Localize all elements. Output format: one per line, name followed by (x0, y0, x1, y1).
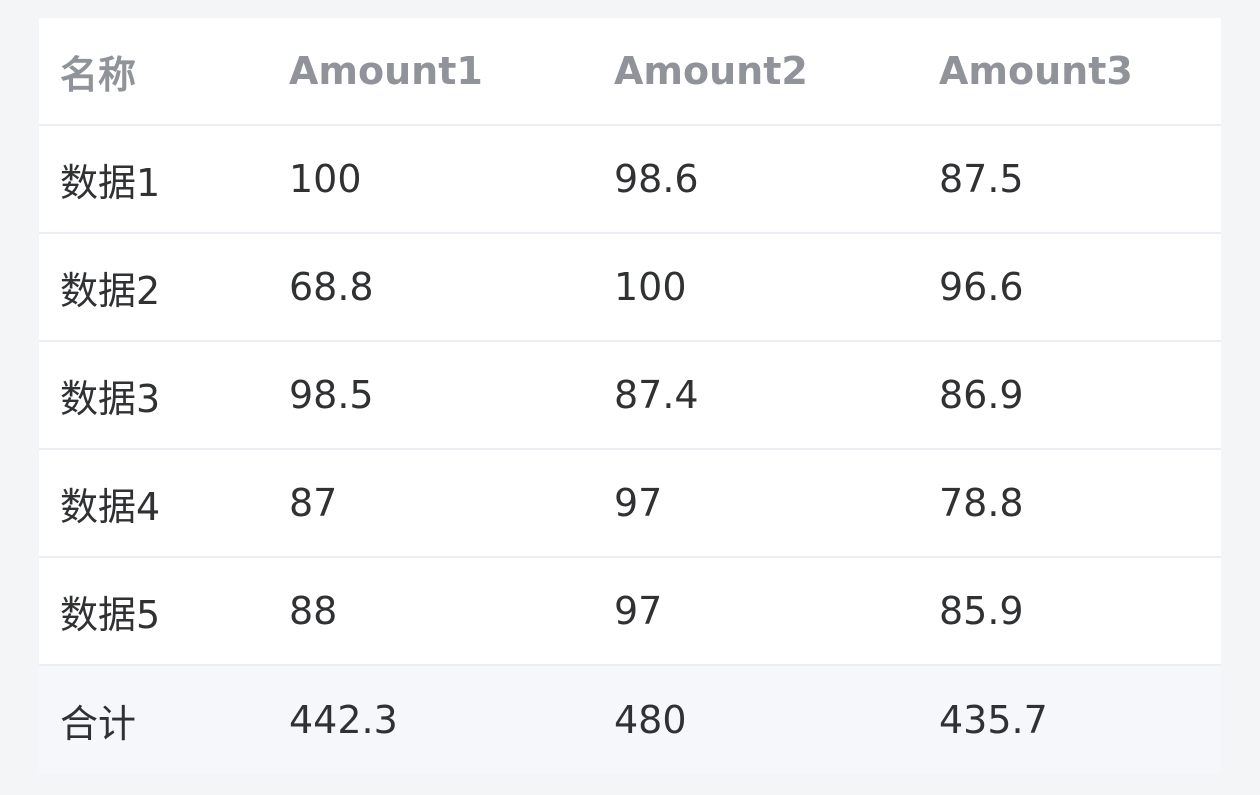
table-cell: 96.6 (918, 233, 1221, 342)
table-body: 数据1 100 98.6 87.5 数据2 68.8 100 96.6 数据3 … (39, 125, 1221, 666)
table-summary: 合计 442.3 480 435.7 (39, 665, 1221, 774)
table-cell: 98.6 (593, 125, 918, 234)
header-row: 名称 Amount1 Amount2 Amount3 (39, 18, 1221, 126)
header-cell-name[interactable]: 名称 (39, 18, 268, 126)
summary-cell-amount3: 435.7 (918, 665, 1221, 774)
table-row[interactable]: 数据5 88 97 85.9 (39, 557, 1221, 666)
table-row[interactable]: 数据3 98.5 87.4 86.9 (39, 341, 1221, 450)
table-cell: 97 (593, 557, 918, 666)
data-table: 名称 Amount1 Amount2 Amount3 数据1 100 98.6 … (39, 18, 1221, 774)
table-cell: 数据1 (39, 125, 268, 234)
table-cell: 85.9 (918, 557, 1221, 666)
summary-cell-amount1: 442.3 (268, 665, 593, 774)
table-cell: 数据5 (39, 557, 268, 666)
table-cell: 87.5 (918, 125, 1221, 234)
summary-row: 合计 442.3 480 435.7 (39, 665, 1221, 774)
table-cell: 数据2 (39, 233, 268, 342)
table-cell: 88 (268, 557, 593, 666)
summary-label: 合计 (39, 665, 268, 774)
table-header: 名称 Amount1 Amount2 Amount3 (39, 18, 1221, 126)
summary-cell-amount2: 480 (593, 665, 918, 774)
table-row[interactable]: 数据2 68.8 100 96.6 (39, 233, 1221, 342)
table-cell: 100 (593, 233, 918, 342)
table-cell: 数据4 (39, 449, 268, 558)
table-cell: 78.8 (918, 449, 1221, 558)
table-cell: 98.5 (268, 341, 593, 450)
table-cell: 97 (593, 449, 918, 558)
table-row[interactable]: 数据4 87 97 78.8 (39, 449, 1221, 558)
data-table-card: 名称 Amount1 Amount2 Amount3 数据1 100 98.6 … (39, 18, 1221, 774)
table-cell: 86.9 (918, 341, 1221, 450)
table-cell: 87 (268, 449, 593, 558)
table-cell: 87.4 (593, 341, 918, 450)
table-cell: 68.8 (268, 233, 593, 342)
header-cell-amount3[interactable]: Amount3 (918, 18, 1221, 126)
header-cell-amount2[interactable]: Amount2 (593, 18, 918, 126)
table-cell: 数据3 (39, 341, 268, 450)
table-cell: 100 (268, 125, 593, 234)
table-row[interactable]: 数据1 100 98.6 87.5 (39, 125, 1221, 234)
header-cell-amount1[interactable]: Amount1 (268, 18, 593, 126)
